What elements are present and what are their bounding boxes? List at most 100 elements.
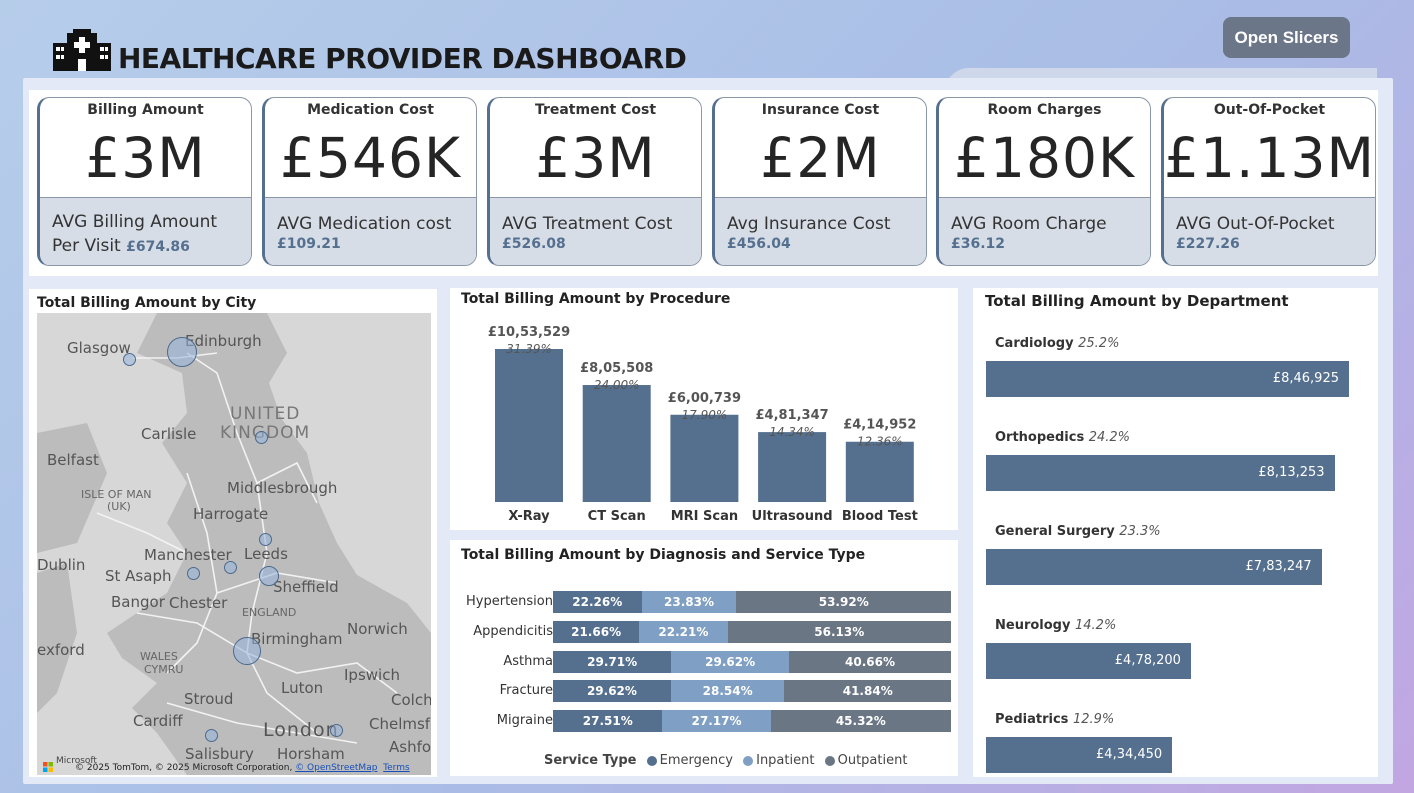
diagnosis-segment-emergency[interactable]: 22.26% <box>553 591 642 613</box>
diagnosis-segment-inpatient[interactable]: 28.54% <box>670 680 785 703</box>
diagnosis-segment-outpatient[interactable]: 56.13% <box>727 620 951 643</box>
ms-logo-text: Microsoft <box>56 756 97 766</box>
map-card: Total Billing Amount by City Glasgow Edi… <box>29 289 437 777</box>
map-land <box>37 313 431 775</box>
map-label: Glasgow <box>67 339 131 357</box>
kpi-sub-value: £109.21 <box>277 236 341 252</box>
kpi-sub-value: £36.12 <box>951 236 1006 252</box>
map-label: Carlisle <box>141 425 197 443</box>
map-label: Chester <box>169 594 228 612</box>
diagnosis-row[interactable]: Hypertension 22.26% 23.83% 53.92% <box>460 591 952 613</box>
kpi-sub-label: AVG Out-Of-Pocket <box>1176 214 1335 234</box>
osm-link[interactable]: © OpenStreetMap <box>295 763 378 773</box>
procedure-chart-title: Total Billing Amount by Procedure <box>461 291 731 307</box>
kpi-card-billing[interactable]: Billing Amount £3M AVG Billing Amount Pe… <box>37 97 252 266</box>
map-label: Salisbury <box>185 745 254 763</box>
city-bubble[interactable] <box>255 431 268 444</box>
department-label: Orthopedics 24.2% <box>995 430 1131 445</box>
kpi-value: £180K <box>953 126 1136 190</box>
department-bar[interactable]: £8,46,925 <box>986 361 1349 397</box>
diagnosis-segment-emergency[interactable]: 29.71% <box>553 650 672 673</box>
department-label: General Surgery 23.3% <box>995 524 1161 539</box>
kpi-value: £3M <box>535 126 656 190</box>
diagnosis-label: Migraine <box>496 713 553 729</box>
diagnosis-segment-inpatient[interactable]: 23.83% <box>641 591 737 613</box>
diagnosis-segment-emergency[interactable]: 29.62% <box>553 680 671 703</box>
procedure-value-label: £4,14,952 <box>843 418 916 433</box>
department-bar[interactable]: £4,34,450 <box>986 737 1173 773</box>
kpi-strip <box>29 90 1378 276</box>
map-label: Horsham <box>277 745 345 763</box>
map-label: Dublin <box>37 556 86 574</box>
department-label: Pediatrics 12.9% <box>995 712 1115 727</box>
diagnosis-segment-outpatient[interactable]: 40.66% <box>789 650 951 673</box>
procedure-value-label: £8,05,508 <box>580 361 653 376</box>
map-label: Ashfo <box>389 738 431 756</box>
procedure-bar <box>845 441 914 502</box>
city-bubble[interactable] <box>167 337 197 367</box>
diagnosis-segment-outpatient[interactable]: 41.84% <box>784 680 951 703</box>
diagnosis-segment-inpatient[interactable]: 22.21% <box>639 620 728 643</box>
map-label: CYMRU <box>144 663 184 676</box>
department-pct-label: 14.2% <box>1075 618 1117 633</box>
city-bubble[interactable] <box>187 567 200 580</box>
kpi-card-room[interactable]: Room Charges £180K AVG Room Charge £36.12 <box>936 97 1151 266</box>
kpi-card-out-of-pocket[interactable]: Out-Of-Pocket £1.13M AVG Out-Of-Pocket £2… <box>1161 97 1376 266</box>
kpi-card-insurance[interactable]: Insurance Cost £2M Avg Insurance Cost £45… <box>712 97 927 266</box>
kpi-label: Insurance Cost <box>761 102 880 118</box>
department-pct-label: 25.2% <box>1078 336 1120 351</box>
city-bubble[interactable] <box>259 566 279 586</box>
legend-item[interactable]: Emergency <box>659 753 733 768</box>
diagnosis-segment-outpatient[interactable]: 53.92% <box>736 591 952 613</box>
kpi-sub-label: AVG Medication cost <box>277 214 452 234</box>
kpi-card-medication[interactable]: Medication Cost £546K AVG Medication cos… <box>262 97 477 266</box>
department-bar[interactable]: £7,83,247 <box>986 549 1322 585</box>
kpi-card-treatment[interactable]: Treatment Cost £3M AVG Treatment Cost £52… <box>487 97 702 266</box>
map-label: Belfast <box>47 451 99 469</box>
hospital-icon <box>53 29 111 75</box>
department-chart-card: Total Billing Amount by Department Cardi… <box>973 288 1378 777</box>
legend-item[interactable]: Outpatient <box>837 753 908 768</box>
procedure-bar <box>758 432 827 502</box>
diagnosis-row[interactable]: Appendicitis 21.66% 22.21% 56.13% <box>460 620 952 643</box>
kpi-value: £2M <box>760 126 881 190</box>
procedure-pct-label: 24.00% <box>594 378 640 392</box>
diagnosis-segment-emergency[interactable]: 21.66% <box>553 620 640 643</box>
department-bar[interactable]: £8,13,253 <box>986 455 1335 491</box>
procedure-chart-card: Total Billing Amount by Procedure £10,53… <box>450 288 958 530</box>
kpi-label: Medication Cost <box>307 102 434 118</box>
uk-map[interactable]: Glasgow Edinburgh UNITED KINGDOM Carlisl… <box>37 313 431 775</box>
open-slicers-button[interactable]: Open Slicers <box>1223 17 1350 58</box>
city-bubble[interactable] <box>123 353 136 366</box>
department-bar[interactable]: £4,78,200 <box>986 643 1191 679</box>
procedure-bar <box>582 385 651 502</box>
map-label: Harrogate <box>193 505 269 523</box>
map-label: (UK) <box>107 500 131 513</box>
procedure-bar <box>495 349 563 502</box>
city-bubble[interactable] <box>205 729 218 742</box>
diagnosis-chart[interactable]: Hypertension 22.26% 23.83% 53.92% Appendicit… <box>460 591 952 741</box>
map-label: Birmingham <box>251 630 343 648</box>
map-label: Sheffield <box>273 578 339 596</box>
inpatient-dot-icon <box>743 755 754 766</box>
diagnosis-segment-outpatient[interactable]: 45.32% <box>770 710 951 733</box>
terms-link[interactable]: Terms <box>383 763 410 773</box>
diagnosis-row[interactable]: Migraine 27.51% 27.17% 45.32% <box>460 710 952 733</box>
city-bubble[interactable] <box>259 533 272 546</box>
procedure-chart[interactable]: £10,53,529 31.39% X-Ray £8,05,508 24.00% CT S… <box>450 288 958 530</box>
kpi-value: £3M <box>85 126 206 190</box>
city-bubble[interactable] <box>330 724 343 737</box>
city-bubble[interactable] <box>233 637 261 665</box>
diagnosis-segment-emergency[interactable]: 27.51% <box>553 710 663 733</box>
map-label: Leeds <box>244 545 288 563</box>
city-bubble[interactable] <box>224 561 237 574</box>
diagnosis-chart-card: Total Billing Amount by Diagnosis and Se… <box>450 540 958 776</box>
diagnosis-segment-inpatient[interactable]: 27.17% <box>662 710 771 733</box>
kpi-sub-value: £456.04 <box>727 236 791 252</box>
diagnosis-row[interactable]: Asthma 29.71% 29.62% 40.66% <box>460 650 952 673</box>
diagnosis-chart-title: Total Billing Amount by Diagnosis and Se… <box>461 547 866 563</box>
diagnosis-row[interactable]: Fracture 29.62% 28.54% 41.84% <box>460 680 952 703</box>
diagnosis-segment-inpatient[interactable]: 29.62% <box>671 650 790 673</box>
legend-item[interactable]: Inpatient <box>756 753 815 768</box>
map-label: Luton <box>281 679 324 697</box>
